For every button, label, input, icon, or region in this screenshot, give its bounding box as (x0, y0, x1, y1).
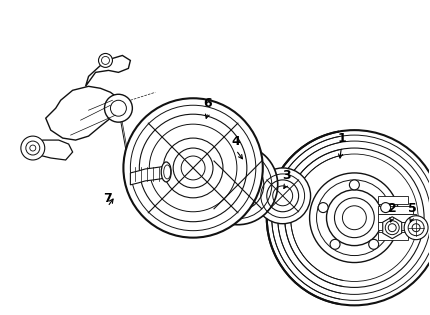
Polygon shape (46, 86, 120, 140)
Circle shape (388, 224, 396, 232)
Ellipse shape (161, 162, 171, 182)
Text: 6: 6 (204, 97, 212, 110)
Polygon shape (33, 140, 73, 160)
Circle shape (104, 94, 132, 122)
Text: 5: 5 (408, 202, 417, 215)
Polygon shape (383, 217, 402, 239)
Circle shape (198, 145, 278, 225)
Circle shape (123, 98, 263, 238)
Circle shape (21, 136, 45, 160)
Circle shape (330, 239, 340, 249)
FancyBboxPatch shape (378, 222, 413, 230)
Polygon shape (86, 55, 130, 86)
Text: 2: 2 (388, 202, 396, 215)
FancyBboxPatch shape (378, 206, 413, 214)
Circle shape (381, 203, 390, 213)
Text: 3: 3 (283, 169, 291, 182)
Circle shape (404, 216, 428, 240)
Circle shape (326, 190, 382, 246)
FancyBboxPatch shape (378, 214, 416, 222)
FancyBboxPatch shape (378, 196, 408, 204)
Polygon shape (130, 166, 165, 185)
Text: 7: 7 (103, 192, 112, 205)
Circle shape (255, 168, 310, 224)
Circle shape (310, 173, 399, 262)
Circle shape (350, 180, 359, 190)
Circle shape (318, 203, 328, 213)
Text: 1: 1 (337, 132, 346, 145)
Text: 4: 4 (231, 135, 240, 148)
Circle shape (369, 239, 379, 249)
FancyBboxPatch shape (378, 232, 408, 240)
Circle shape (98, 54, 113, 67)
